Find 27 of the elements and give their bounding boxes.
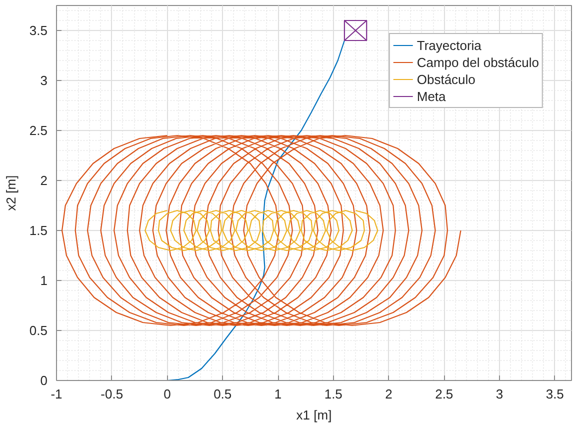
legend-label: Campo del obstáculo: [416, 54, 539, 70]
x-tick-label: 3: [496, 386, 504, 402]
x-tick-label: 0.5: [214, 386, 232, 402]
x-tick-label: 1.5: [324, 386, 342, 402]
y-tick-label: 0.5: [29, 323, 48, 338]
y-tick-label: 2.5: [29, 123, 48, 138]
line-series: [61, 134, 462, 326]
x-tick-label: 2.5: [435, 386, 454, 402]
legend-label: Meta: [416, 88, 446, 104]
y-tick-label: 2: [40, 173, 48, 188]
y-tick-label: 3.5: [29, 23, 48, 38]
y-tick-label: 0: [40, 373, 48, 388]
y-axis-title: x2 [m]: [3, 175, 18, 211]
x-tick-label: 0: [164, 386, 171, 402]
x-tick-label: 2: [385, 386, 392, 402]
legend-label: Trayectoria: [416, 37, 482, 53]
line-series: [144, 210, 378, 252]
line-series: [166, 40, 346, 380]
y-tick-label: 1: [40, 273, 48, 288]
x-tick-label: 3.5: [546, 386, 564, 402]
y-tick-label: 1.5: [29, 223, 48, 238]
x-axis-title: x1 [m]: [296, 408, 332, 422]
y-tick-label: 3: [40, 73, 48, 88]
legend-label: Obstáculo: [416, 71, 476, 87]
x-tick-label: 1: [274, 386, 282, 402]
x-tick-label: -0.5: [100, 386, 124, 402]
x-tick-label: -1: [50, 386, 62, 402]
